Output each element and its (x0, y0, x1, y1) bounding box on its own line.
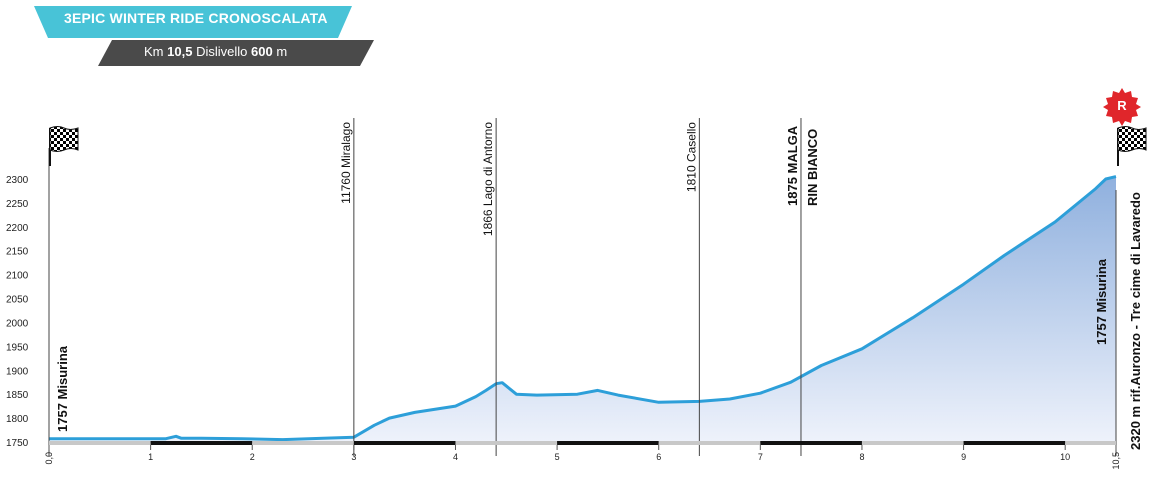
x-tick-label: 3 (351, 452, 356, 462)
km-bar-segment (557, 441, 659, 445)
finish-flag-icon (1117, 126, 1147, 166)
dislivello-value: 600 (250, 44, 273, 59)
y-tick-label: 2050 (6, 295, 29, 306)
brand-logo-icon: R (1103, 88, 1141, 126)
km-bar-segment (861, 441, 964, 445)
route-stats: Km 10,5 Dislivello 600 m (144, 44, 287, 59)
km-bar-segment (252, 441, 354, 445)
route-title: 3EPIC WINTER RIDE CRONOSCALATA (64, 10, 328, 26)
x-tick-label: 4 (453, 452, 458, 462)
y-tick-label: 2300 (6, 175, 29, 186)
y-tick-label: 1800 (6, 414, 29, 425)
logo-letter: R (1117, 98, 1127, 113)
km-bar-segment (455, 441, 558, 445)
elevation-line (49, 175, 1117, 442)
dislivello-unit: m (276, 44, 288, 59)
waypoint-label: 1866 Lago di Antorno (481, 122, 495, 236)
y-tick-label: 1850 (6, 390, 29, 401)
y-tick-label: 2150 (6, 247, 29, 258)
logo-badge (1103, 88, 1141, 126)
waypoint-label: 1757 Misurina (55, 345, 70, 432)
banner-title-background (34, 6, 352, 38)
banner-subtitle-background (98, 40, 374, 66)
km-value: 10,5 (167, 44, 193, 59)
x-tick-label: 6 (656, 452, 661, 462)
waypoint-label-2: 2320 m rif.Auronzo - Tre cime di Lavared… (1128, 192, 1143, 450)
y-tick-label: 2250 (6, 199, 29, 210)
km-bar-segment (150, 441, 253, 445)
flag-cloth (49, 126, 79, 152)
km-bar-segment (49, 441, 151, 445)
x-tick-label: 5 (555, 452, 560, 462)
dislivello-label: Dislivello (196, 44, 248, 59)
x-tick-label: 0,0 (44, 452, 54, 465)
km-label: Km (144, 44, 164, 59)
y-tick-label: 2000 (6, 318, 29, 329)
y-tick-label: 1950 (6, 342, 29, 353)
waypoint-label: 1757 Misurina (1094, 258, 1109, 345)
x-tick-label: 10 (1060, 452, 1070, 462)
km-bar-segment (353, 441, 456, 445)
x-tick-label: 8 (859, 452, 864, 462)
km-bar-segment (963, 441, 1066, 445)
x-tick-label: 2 (250, 452, 255, 462)
km-bar-segment (658, 441, 761, 445)
x-tick-label: 7 (758, 452, 763, 462)
banner-shapes (34, 6, 374, 66)
y-tick-label: 1900 (6, 366, 29, 377)
y-tick-label: 1750 (6, 438, 29, 449)
y-tick-label: 2100 (6, 271, 29, 282)
waypoint-label: 1810 Casello (684, 122, 698, 192)
waypoint-label: 1875 MALGA (785, 125, 800, 206)
x-tick-label: 9 (961, 452, 966, 462)
waypoint-label: 11760 Miralago (339, 122, 353, 204)
waypoint-label-2: RIN BIANCO (805, 129, 820, 206)
header-banner: 3EPIC WINTER RIDE CRONOSCALATA Km 10,5 D… (0, 0, 1150, 80)
flag-cloth (1117, 126, 1147, 152)
start-flag-icon (49, 126, 79, 166)
elevation-area (49, 176, 1116, 442)
y-tick-label: 2200 (6, 223, 29, 234)
x-tick-label: 1 (148, 452, 153, 462)
km-bar-segment (760, 441, 862, 445)
km-bar-segment (1065, 441, 1116, 445)
x-tick-label: 10,5 (1111, 452, 1121, 470)
